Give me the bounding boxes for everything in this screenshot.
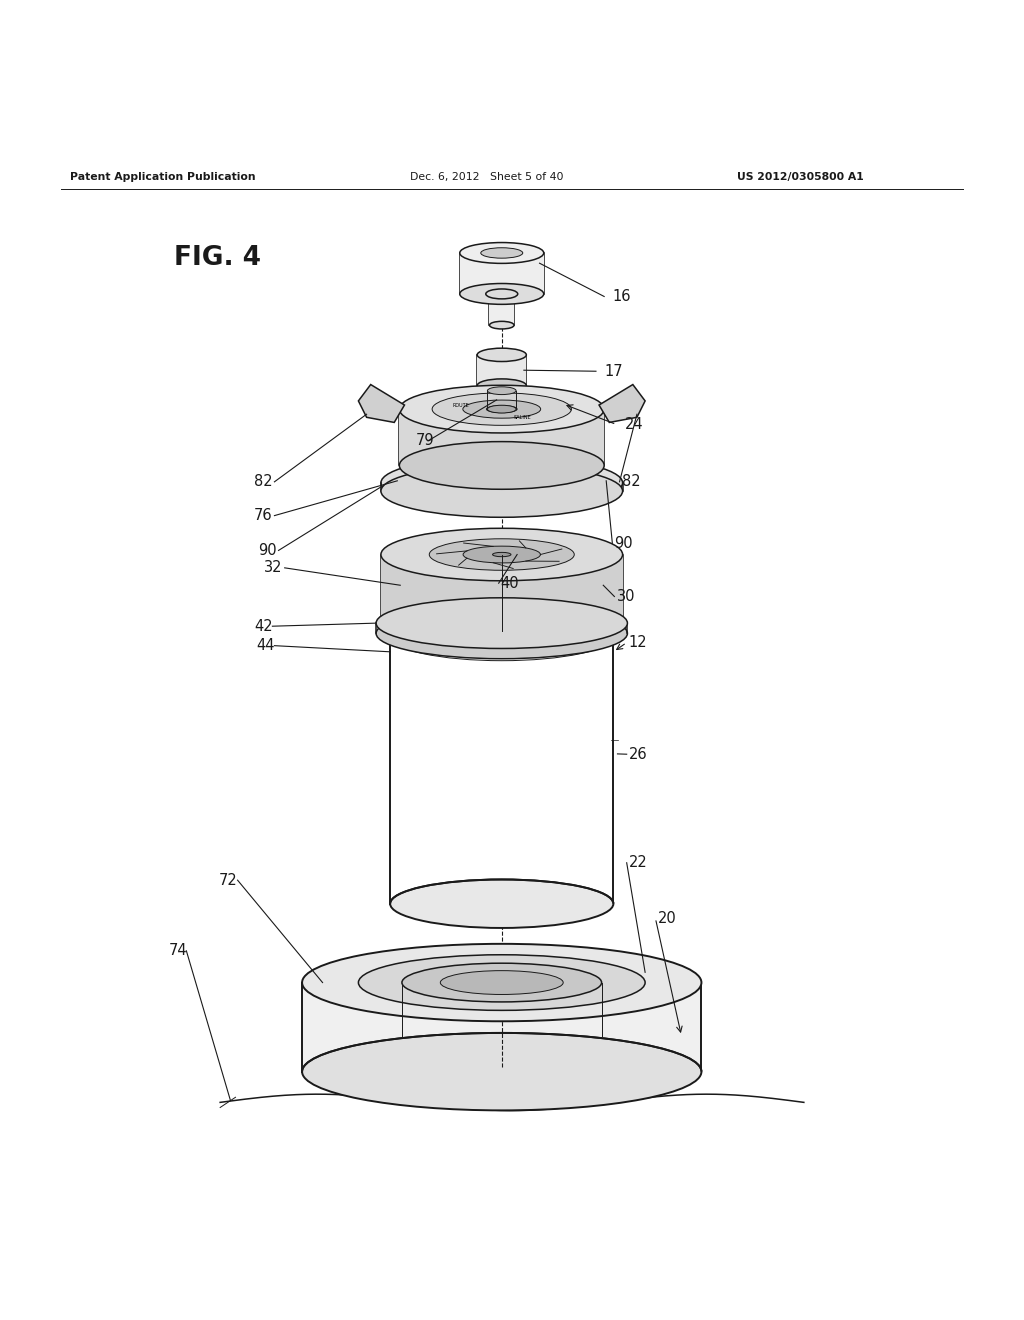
- Ellipse shape: [399, 385, 604, 433]
- Ellipse shape: [463, 546, 541, 562]
- Ellipse shape: [381, 605, 623, 657]
- Text: 16: 16: [612, 289, 631, 304]
- Text: 90: 90: [614, 536, 633, 550]
- Polygon shape: [489, 294, 514, 325]
- Ellipse shape: [493, 552, 511, 557]
- Text: 42: 42: [254, 619, 272, 634]
- Text: 79: 79: [416, 433, 434, 449]
- Text: 82: 82: [254, 474, 272, 490]
- Text: 24: 24: [625, 417, 643, 432]
- Polygon shape: [399, 409, 604, 466]
- Ellipse shape: [381, 465, 623, 517]
- Text: Dec. 6, 2012   Sheet 5 of 40: Dec. 6, 2012 Sheet 5 of 40: [410, 172, 563, 182]
- Text: 32: 32: [264, 560, 283, 576]
- Text: 72: 72: [219, 873, 238, 887]
- Ellipse shape: [477, 379, 526, 392]
- Ellipse shape: [489, 321, 514, 329]
- Ellipse shape: [401, 964, 602, 1002]
- Ellipse shape: [429, 539, 574, 570]
- Ellipse shape: [477, 348, 526, 362]
- Ellipse shape: [397, 463, 606, 508]
- Ellipse shape: [440, 970, 563, 994]
- Polygon shape: [302, 982, 701, 1072]
- Ellipse shape: [486, 405, 517, 413]
- Text: 82: 82: [622, 474, 640, 490]
- Ellipse shape: [390, 879, 613, 928]
- Text: 22: 22: [629, 855, 647, 870]
- Ellipse shape: [397, 453, 606, 499]
- Ellipse shape: [460, 243, 544, 264]
- Text: FIG. 4: FIG. 4: [174, 246, 261, 272]
- Ellipse shape: [381, 457, 623, 510]
- Text: 30: 30: [616, 589, 635, 605]
- Ellipse shape: [358, 954, 645, 1010]
- Ellipse shape: [302, 1034, 701, 1110]
- Text: 40: 40: [501, 576, 519, 591]
- Text: 17: 17: [604, 364, 623, 379]
- Polygon shape: [599, 384, 645, 422]
- Ellipse shape: [399, 442, 604, 490]
- Polygon shape: [390, 636, 613, 904]
- Text: 12: 12: [629, 635, 647, 649]
- Ellipse shape: [376, 609, 628, 659]
- Text: ROUTE: ROUTE: [453, 403, 469, 408]
- Ellipse shape: [381, 528, 623, 581]
- Polygon shape: [381, 554, 623, 631]
- Text: 74: 74: [169, 944, 187, 958]
- Text: 76: 76: [254, 508, 272, 523]
- Text: 20: 20: [657, 911, 676, 925]
- Text: US 2012/0305800 A1: US 2012/0305800 A1: [737, 172, 864, 182]
- Ellipse shape: [487, 405, 516, 413]
- Polygon shape: [460, 253, 544, 294]
- Polygon shape: [358, 384, 404, 422]
- Polygon shape: [477, 355, 526, 385]
- Text: 26: 26: [629, 747, 647, 762]
- Ellipse shape: [302, 944, 701, 1022]
- Text: SALINE: SALINE: [513, 414, 531, 420]
- Ellipse shape: [432, 393, 571, 425]
- Ellipse shape: [481, 248, 522, 259]
- Text: Patent Application Publication: Patent Application Publication: [70, 172, 255, 182]
- Text: 90: 90: [258, 543, 276, 558]
- Ellipse shape: [463, 400, 541, 418]
- Ellipse shape: [487, 387, 516, 395]
- Text: 44: 44: [256, 638, 274, 653]
- Ellipse shape: [376, 598, 628, 648]
- Ellipse shape: [485, 289, 518, 298]
- Ellipse shape: [460, 284, 544, 305]
